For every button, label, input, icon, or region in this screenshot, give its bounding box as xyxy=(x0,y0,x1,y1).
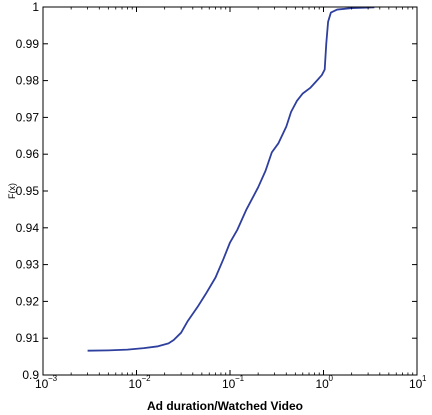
x-axis: 10 −3 10 −2 10 −1 10 0 10 1 xyxy=(35,7,427,391)
y-tick-label: 0.99 xyxy=(16,37,40,51)
series-layer xyxy=(87,6,375,352)
x-tick-exponent: 0 xyxy=(329,374,334,383)
y-axis-label: F(x) xyxy=(7,183,17,199)
y-tick-label: 0.9 xyxy=(22,368,39,382)
x-tick-label: 10 xyxy=(35,377,49,391)
x-tick-exponent: −1 xyxy=(235,374,245,383)
x-tick-label: 10 xyxy=(222,377,236,391)
y-tick-label: 0.97 xyxy=(16,110,40,124)
y-tick-label: 0.98 xyxy=(16,74,40,88)
x-tick-label: 10 xyxy=(409,377,423,391)
y-tick-label: 1 xyxy=(32,0,39,14)
x-tick-label: 10 xyxy=(316,377,330,391)
plot-area xyxy=(43,7,417,375)
x-tick-exponent: −2 xyxy=(142,374,152,383)
x-tick-label: 10 xyxy=(129,377,143,391)
y-tick-label: 0.91 xyxy=(16,331,40,345)
x-tick-exponent: 1 xyxy=(422,374,427,383)
x-axis-label: Ad duration/Watched Video xyxy=(147,399,303,413)
y-tick-label: 0.94 xyxy=(16,221,40,235)
y-tick-label: 0.92 xyxy=(16,294,40,308)
series-line-0 xyxy=(87,6,375,352)
x-tick-exponent: −3 xyxy=(48,374,58,383)
y-axis: 0.9 0.91 0.92 0.93 0.94 0.95 0.96 0.97 0.98 0.99 1 xyxy=(16,0,417,382)
y-tick-label: 0.93 xyxy=(16,258,40,272)
y-tick-label: 0.95 xyxy=(16,184,40,198)
y-tick-label: 0.96 xyxy=(16,147,40,161)
